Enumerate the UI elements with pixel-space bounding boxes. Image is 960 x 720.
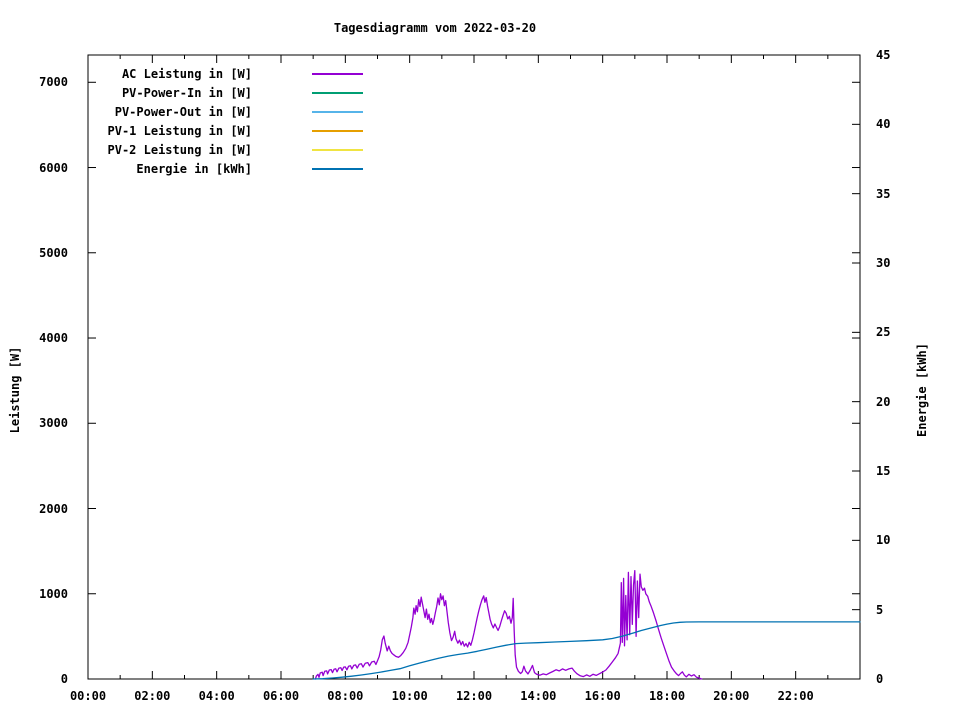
x-tick-label: 04:00 (198, 689, 235, 703)
chart-title: Tagesdiagramm vom 2022-03-20 (333, 21, 537, 35)
legend-line-sample (312, 73, 363, 75)
x-tick-label: 08:00 (327, 689, 364, 703)
x-tick-label: 22:00 (777, 689, 814, 703)
y1-tick-label: 4000 (39, 331, 68, 346)
y1-tick-label: 1000 (39, 586, 68, 601)
x-tick-label: 20:00 (713, 689, 750, 703)
x-tick-label: 12:00 (455, 689, 493, 703)
y2-tick-label: 20 (876, 394, 891, 409)
x-tick-label: 06:00 (262, 689, 300, 703)
y1-tick-label: 6000 (39, 160, 68, 175)
y2-tick-label: 45 (876, 48, 891, 62)
y1-tick-label: 3000 (39, 416, 68, 431)
legend-label: AC Leistung in [W] (121, 67, 252, 81)
legend-line-sample (312, 168, 363, 170)
y2-tick-label: 40 (876, 117, 891, 132)
y2-tick-label: 30 (876, 256, 891, 270)
series-ac-leistung-in-w- (314, 569, 703, 680)
legend-line-sample (312, 149, 363, 151)
y1-tick-label: 0 (60, 672, 68, 686)
y2-tick-label: 25 (876, 325, 891, 340)
x-tick-label: 02:00 (134, 689, 171, 703)
legend-line-sample (312, 130, 363, 132)
legend-label: PV-Power-In in [W] (121, 86, 252, 100)
x-tick-label: 00:00 (69, 689, 107, 703)
y2-tick-label: 0 (876, 672, 884, 686)
legend-line-sample (312, 92, 363, 94)
x-tick-label: 18:00 (648, 689, 686, 703)
y1-tick-label: 2000 (39, 501, 68, 516)
legend-label: Energie in [kWh] (136, 162, 252, 176)
y1-tick-label: 7000 (39, 75, 68, 90)
legend-label: PV-1 Leistung in [W] (107, 124, 253, 138)
legend-label: PV-Power-Out in [W] (114, 105, 252, 119)
x-tick-label: 16:00 (584, 689, 621, 703)
series-energie-in-kwh- (312, 621, 861, 680)
x-tick-label: 10:00 (391, 689, 428, 703)
y2-tick-label: 15 (876, 464, 891, 478)
y2-tick-label: 35 (876, 186, 891, 201)
y2-tick-label: 10 (876, 533, 891, 548)
x-tick-label: 14:00 (520, 689, 557, 703)
legend-line-sample (312, 111, 363, 113)
y1-tick-label: 5000 (39, 245, 68, 260)
y2-tick-label: 5 (876, 602, 884, 617)
legend-label: PV-2 Leistung in [W] (107, 143, 253, 157)
